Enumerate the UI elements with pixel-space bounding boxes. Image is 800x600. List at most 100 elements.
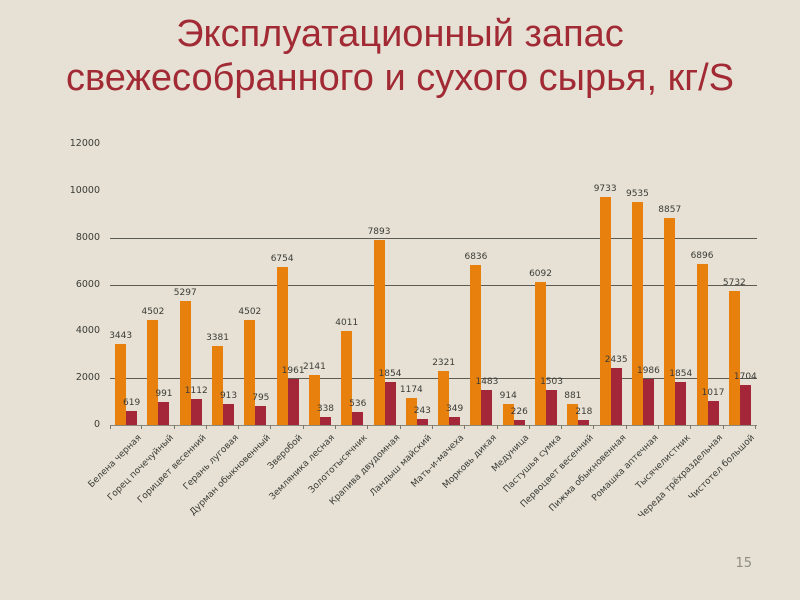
bar-dry — [707, 401, 719, 425]
x-axis-tick — [110, 425, 111, 429]
bar-value-label: 6754 — [270, 253, 294, 264]
bar-fresh — [405, 397, 417, 425]
bar-dry — [190, 398, 202, 425]
category-label: Золототысячник — [307, 433, 370, 496]
bar-fresh — [244, 319, 256, 425]
category-label: Герань луговая — [181, 433, 241, 493]
bar-dry — [319, 417, 331, 425]
x-axis-tick — [754, 425, 756, 429]
bar-group: 9733 2435 Пижма обыкновенная — [547, 144, 628, 514]
bar-value-label: 1704 — [733, 372, 757, 383]
x-axis-tick — [722, 425, 724, 429]
bar-value-label: 6836 — [464, 251, 488, 262]
bar-dry — [610, 367, 622, 425]
y-axis-tick-label: 12000 — [69, 138, 100, 149]
bar-value-label: 2321 — [432, 357, 456, 368]
x-axis-tick — [593, 425, 595, 429]
bar-group: 2141 338 Земляника лесная — [268, 144, 337, 502]
bar-value-label: 9535 — [625, 188, 649, 199]
bar-value-label: 881 — [564, 391, 582, 402]
x-axis-tick — [141, 425, 143, 429]
bar-fresh — [728, 290, 740, 425]
bar-group: 4502 795 Дурман обыкновенный — [188, 144, 273, 518]
page-number: 15 — [735, 556, 752, 571]
bar-value-label: 795 — [252, 393, 270, 404]
bar-value-label: 218 — [575, 406, 593, 417]
bar-dry — [739, 385, 751, 425]
bar-fresh — [599, 197, 611, 425]
bar-value-label: 7893 — [367, 227, 391, 238]
bar-value-label: 2141 — [302, 361, 326, 372]
bar-value-label: 1503 — [540, 376, 563, 387]
bar-value-label: 1112 — [184, 385, 208, 396]
bar-value-label: 3443 — [109, 331, 133, 342]
bar-value-label: 4502 — [238, 306, 262, 317]
bar-fresh — [308, 374, 320, 425]
category-label: Белена черная — [86, 433, 144, 491]
bar-value-label: 243 — [413, 406, 431, 417]
x-axis-tick — [690, 425, 692, 429]
bar-group: 6754 1961 Зверобой — [266, 144, 305, 472]
bar-group: 1174 243 Ландыш майский — [369, 144, 435, 499]
x-axis-tick — [658, 425, 660, 429]
slide-title: Эксплуатационный запас свежесобранного и… — [66, 13, 734, 100]
bar-group: 2321 349 Мать-и-мачеха — [410, 144, 467, 490]
bar-value-label: 1174 — [399, 384, 423, 395]
bar-dry — [546, 389, 558, 425]
bar-dry — [449, 416, 461, 425]
bar-dry — [642, 378, 654, 425]
bar-value-label: 991 — [155, 388, 173, 399]
bar-dry — [126, 410, 138, 425]
bar-dry — [416, 419, 428, 425]
bar-value-label: 2435 — [604, 354, 628, 365]
bar-chart: 0 2000 4000 6000 8000 10000 12000 3443 619 Белена… — [70, 138, 757, 522]
bar-dry — [158, 401, 170, 425]
x-axis-tick — [270, 425, 272, 429]
y-axis-tick-label: 0 — [93, 419, 100, 430]
bar-value-label: 1961 — [281, 366, 305, 377]
bar-dry — [481, 390, 493, 425]
bar-dry — [675, 381, 687, 425]
y-axis-tick-label: 4000 — [75, 325, 100, 337]
bar-fresh — [470, 264, 482, 425]
x-axis-tick — [464, 425, 466, 429]
x-axis-tick — [561, 425, 563, 429]
x-axis-tick — [238, 425, 240, 429]
bar-dry — [223, 403, 235, 425]
bar-group: 6836 1483 Морковь дикая — [441, 144, 499, 491]
bar-value-label: 914 — [499, 390, 517, 401]
bar-fresh — [341, 331, 353, 425]
bar-fresh — [115, 344, 127, 425]
bar-group: 9535 1986 Ромашка аптечная — [590, 144, 660, 504]
bar-group: 5732 1704 Чистотел большой — [687, 144, 757, 503]
bar-value-label: 4011 — [335, 318, 359, 329]
bar-group: 3381 913 Герань луговая — [181, 144, 240, 492]
bar-value-label: 536 — [349, 399, 367, 410]
bar-fresh — [664, 217, 676, 425]
bar-dry — [513, 419, 525, 425]
bar-value-label: 3381 — [206, 332, 229, 343]
x-axis-tick — [335, 425, 337, 429]
x-axis-line — [110, 425, 757, 426]
x-axis-tick — [399, 425, 401, 429]
bar-fresh — [502, 403, 514, 425]
bar-value-label: 619 — [123, 397, 141, 408]
x-axis-tick — [367, 425, 369, 429]
bar-dry — [384, 381, 396, 425]
bar-value-label: 8857 — [658, 204, 682, 215]
bar-value-label: 9733 — [593, 184, 617, 195]
bar-group: 5297 1112 Горицвет весенний — [136, 144, 208, 505]
bar-value-label: 5732 — [722, 277, 746, 288]
bar-group: 881 218 Первоцвет весенний — [519, 144, 596, 509]
bar-dry — [578, 419, 590, 425]
bar-fresh — [535, 282, 547, 425]
bar-fresh — [276, 266, 288, 425]
bar-value-label: 6896 — [690, 250, 714, 261]
bar-value-label: 226 — [510, 406, 528, 417]
bar-group: 6896 1017 Череда трёхраздельная — [637, 144, 725, 522]
bar-group: 4011 536 Золототысячник — [307, 144, 370, 495]
bar-value-label: 4502 — [141, 306, 165, 317]
gridline — [110, 237, 757, 239]
bar-group: 4502 991 Горец почечуйный — [106, 144, 176, 503]
category-label: Чистотел большой — [687, 433, 758, 503]
